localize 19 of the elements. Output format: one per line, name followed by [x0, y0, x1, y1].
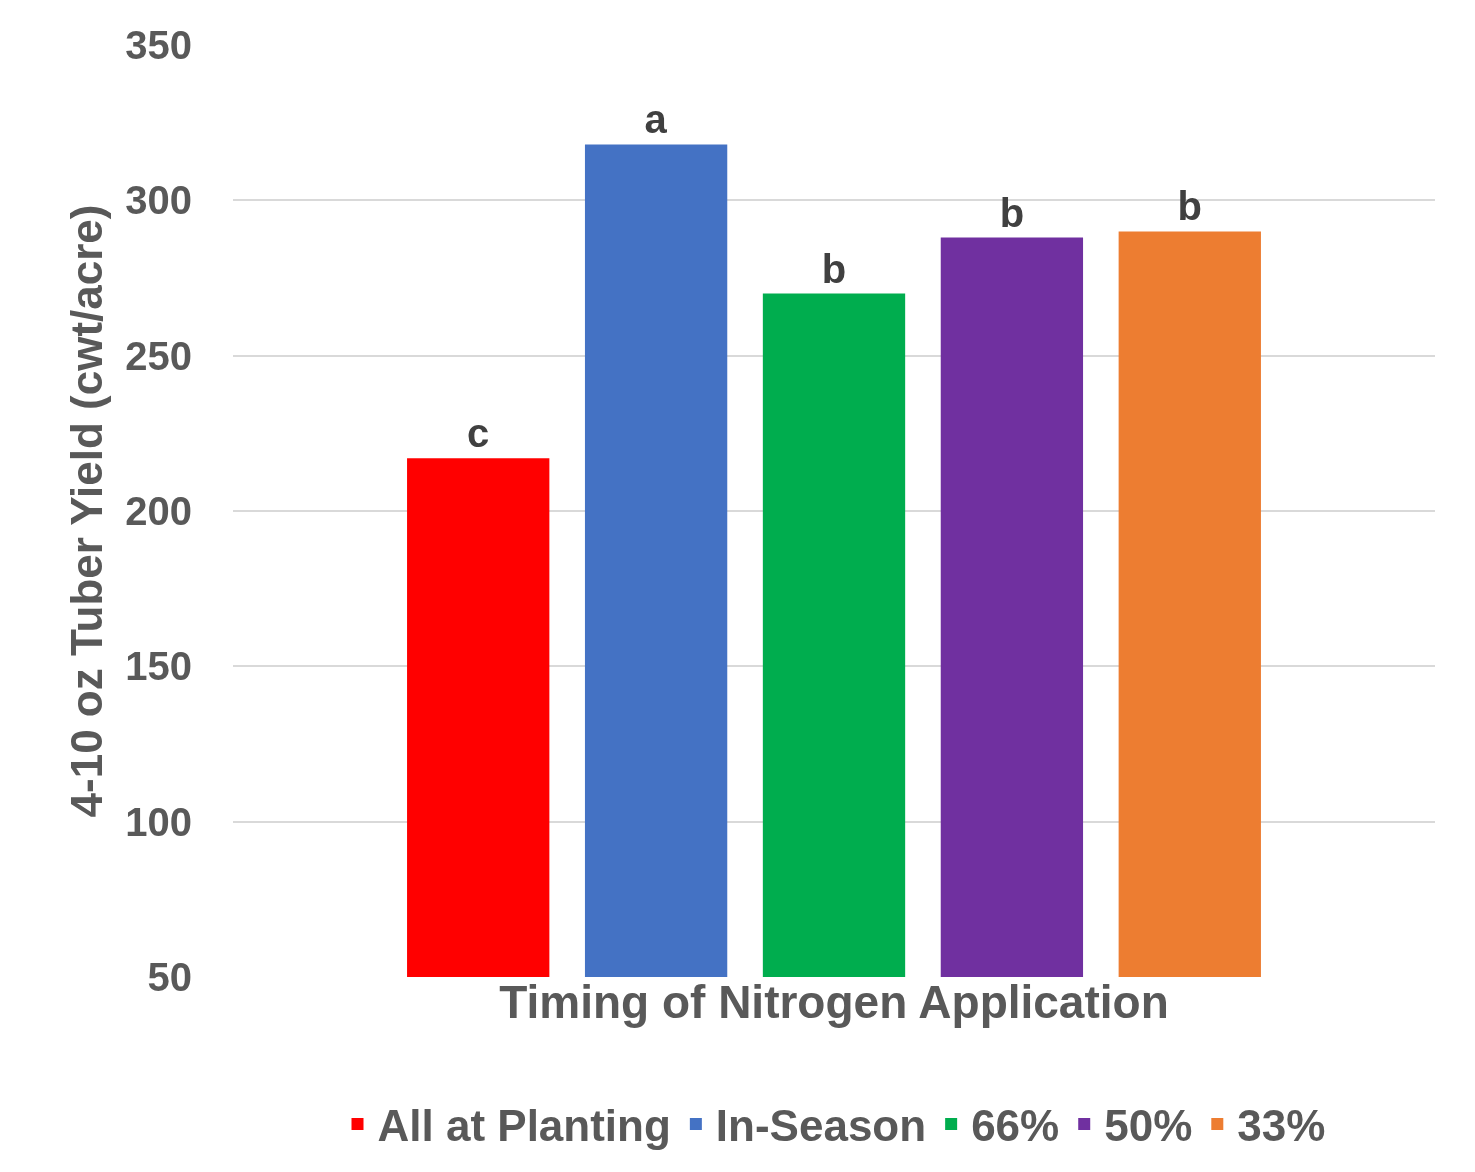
data-label: b	[821, 246, 847, 291]
y-tick-label: 150	[125, 644, 192, 689]
data-label: a	[644, 97, 668, 142]
y-tick-label: 250	[125, 333, 192, 378]
y-tick-label: 350	[125, 23, 192, 67]
data-label: c	[467, 411, 490, 456]
legend-label: 50%	[1104, 1101, 1193, 1151]
data-label: b	[1177, 184, 1203, 229]
y-tick-label: 300	[125, 178, 192, 223]
y-tick-label: 100	[125, 799, 192, 844]
legend-label: 33%	[1237, 1101, 1326, 1151]
y-axis-title: 4-10 oz Tuber Yield (cwt/acre)	[62, 204, 112, 818]
x-axis-title: Timing of Nitrogen Application	[499, 975, 1169, 1028]
y-tick-label: 200	[125, 489, 192, 533]
legend-label: All at Planting	[377, 1101, 671, 1151]
legend-label: 66%	[971, 1101, 1060, 1151]
data-label: b	[999, 190, 1025, 235]
legend-label: In-Season	[715, 1101, 927, 1151]
y-tick-label: 50	[147, 955, 192, 999]
